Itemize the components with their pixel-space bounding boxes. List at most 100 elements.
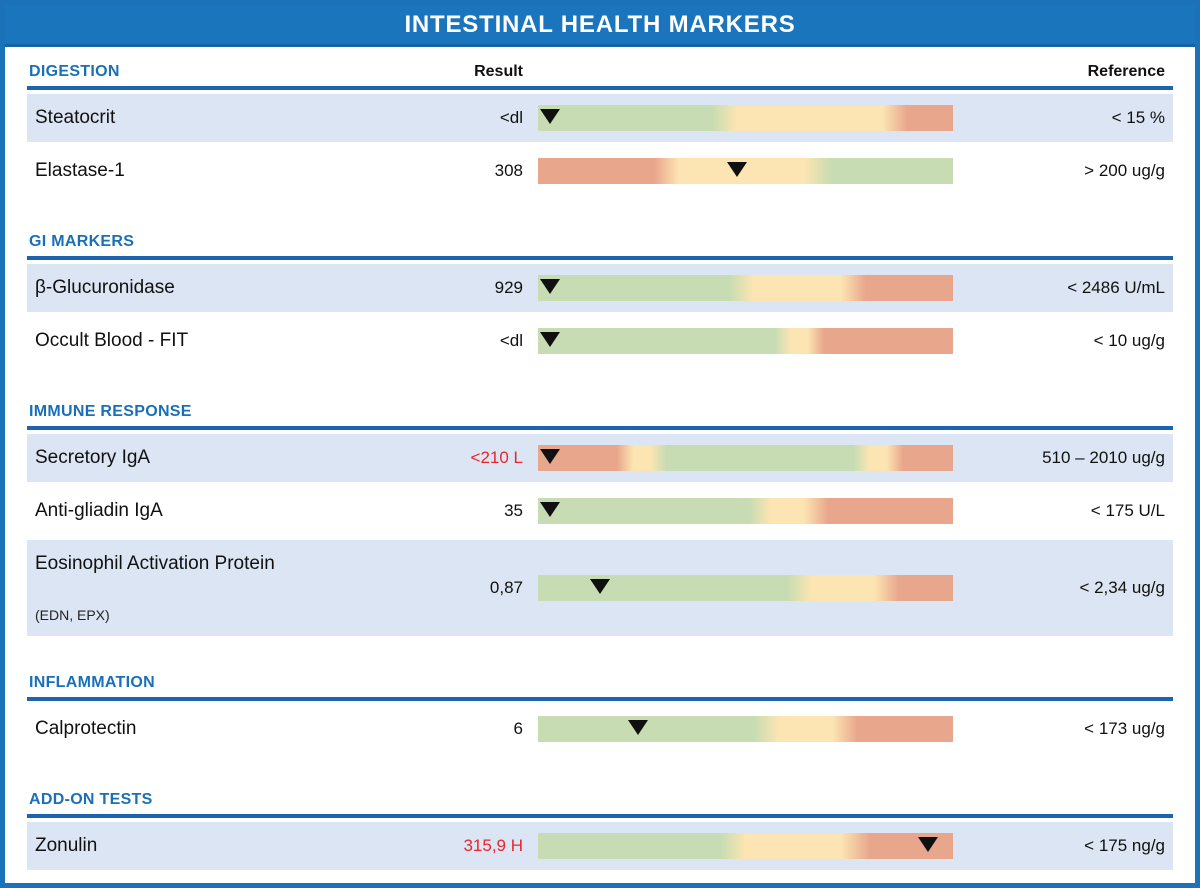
marker-reference: 510 – 2010 ug/g [1042,448,1165,467]
section-rows: Zonulin 315,9 H < 175 ng/g [27,818,1173,870]
section-rows: Steatocrit <dl < 15 % Elastase-1 308 > 2… [27,90,1173,195]
marker-name-cell: Zonulin [27,835,413,857]
range-bar-cell [538,105,953,131]
marker-result: 308 [494,161,523,180]
result-marker-icon [540,449,561,464]
section-title: GI MARKERS [29,233,135,250]
marker-section: GI MARKERS β-Glucuronidase 929 < 2486 U/… [27,233,1173,365]
marker-name: Eosinophil Activation Protein [35,553,275,574]
column-header-reference: Reference [1087,63,1165,80]
marker-name: Occult Blood - FIT [35,330,189,351]
section-header: INFLAMMATION [27,674,1173,701]
result-marker-icon [540,279,561,294]
marker-section: IMMUNE RESPONSE Secretory IgA <210 L 510… [27,403,1173,636]
marker-row: Eosinophil Activation Protein (EDN, EPX)… [27,540,1173,636]
section-rows: Secretory IgA <210 L 510 – 2010 ug/g Ant… [27,430,1173,636]
range-bar-cell [538,716,953,742]
marker-row: Steatocrit <dl < 15 % [27,94,1173,142]
marker-result: 35 [504,501,523,520]
marker-row: Occult Blood - FIT <dl < 10 ug/g [27,317,1173,365]
marker-name: β-Glucuronidase [35,277,175,298]
marker-reference: < 15 % [1111,108,1165,127]
marker-name-cell: Calprotectin [27,718,413,740]
report-title-bar: INTESTINAL HEALTH MARKERS [5,5,1195,47]
marker-row: Zonulin 315,9 H < 175 ng/g [27,822,1173,870]
result-marker-icon [727,162,748,177]
range-bar-cell [538,275,953,301]
marker-name: Steatocrit [35,107,116,128]
range-bar [538,158,953,184]
marker-result: 0,87 [489,578,523,597]
section-header: DIGESTION Result Reference [27,63,1173,90]
marker-name: Calprotectin [35,718,137,739]
marker-subtitle: (EDN, EPX) [35,607,110,623]
sections: DIGESTION Result Reference Steatocrit <d… [27,63,1173,870]
report-content: DIGESTION Result Reference Steatocrit <d… [5,47,1195,870]
marker-section: INFLAMMATION Calprotectin 6 < 173 ug/g [27,674,1173,753]
marker-name-cell: Anti-gliadin IgA [27,500,413,522]
section-header: ADD-ON TESTS [27,791,1173,818]
range-bar-cell [538,445,953,471]
marker-result: <dl [499,331,523,350]
marker-row: Secretory IgA <210 L 510 – 2010 ug/g [27,434,1173,482]
range-bar-cell [538,575,953,601]
result-marker-icon [627,720,648,735]
marker-name-cell: β-Glucuronidase [27,277,413,299]
range-bar-cell [538,158,953,184]
marker-section: DIGESTION Result Reference Steatocrit <d… [27,63,1173,195]
marker-reference: < 173 ug/g [1084,719,1165,738]
page-title: INTESTINAL HEALTH MARKERS [404,10,796,38]
marker-reference: < 175 U/L [1090,501,1165,520]
section-rows: Calprotectin 6 < 173 ug/g [27,701,1173,753]
marker-reference: > 200 ug/g [1084,161,1165,180]
result-marker-icon [590,579,611,594]
section-header: IMMUNE RESPONSE [27,403,1173,430]
range-bar [538,498,953,524]
range-bar [538,575,953,601]
result-marker-icon [540,502,561,517]
marker-name: Zonulin [35,835,98,856]
marker-reference: < 10 ug/g [1093,331,1165,350]
marker-name-cell: Elastase-1 [27,160,413,182]
marker-row: Calprotectin 6 < 173 ug/g [27,705,1173,753]
section-title: ADD-ON TESTS [29,791,153,808]
marker-row: β-Glucuronidase 929 < 2486 U/mL [27,264,1173,312]
range-bar [538,105,953,131]
marker-result: <dl [499,108,523,127]
section-title: IMMUNE RESPONSE [29,403,192,420]
section-title: INFLAMMATION [29,674,155,691]
column-header-result: Result [474,63,523,80]
range-bar [538,833,953,859]
section-title: DIGESTION [29,63,120,80]
range-bar-cell [538,498,953,524]
marker-name-cell: Occult Blood - FIT [27,330,413,352]
marker-row: Elastase-1 308 > 200 ug/g [27,147,1173,195]
marker-name: Elastase-1 [35,160,125,181]
marker-section: ADD-ON TESTS Zonulin 315,9 H < 175 ng/g [27,791,1173,870]
marker-name: Anti-gliadin IgA [35,500,163,521]
marker-result: 6 [513,719,523,738]
marker-result: 315,9 H [463,836,523,855]
marker-name: Secretory IgA [35,447,151,468]
range-bar [538,716,953,742]
range-bar [538,445,953,471]
marker-row: Anti-gliadin IgA 35 < 175 U/L [27,487,1173,535]
marker-name-cell: Secretory IgA [27,447,413,469]
range-bar-cell [538,833,953,859]
range-bar [538,328,953,354]
marker-name-cell: Eosinophil Activation Protein (EDN, EPX) [27,540,413,636]
result-marker-icon [540,109,561,124]
range-bar [538,275,953,301]
result-marker-icon [918,837,939,852]
marker-name-cell: Steatocrit [27,107,413,129]
marker-reference: < 175 ng/g [1084,836,1165,855]
marker-result: <210 L [470,448,523,467]
marker-reference: < 2,34 ug/g [1079,578,1165,597]
range-bar-cell [538,328,953,354]
section-rows: β-Glucuronidase 929 < 2486 U/mL Occult B… [27,260,1173,365]
section-header: GI MARKERS [27,233,1173,260]
marker-result: 929 [494,278,523,297]
marker-reference: < 2486 U/mL [1067,278,1165,297]
result-marker-icon [540,332,561,347]
